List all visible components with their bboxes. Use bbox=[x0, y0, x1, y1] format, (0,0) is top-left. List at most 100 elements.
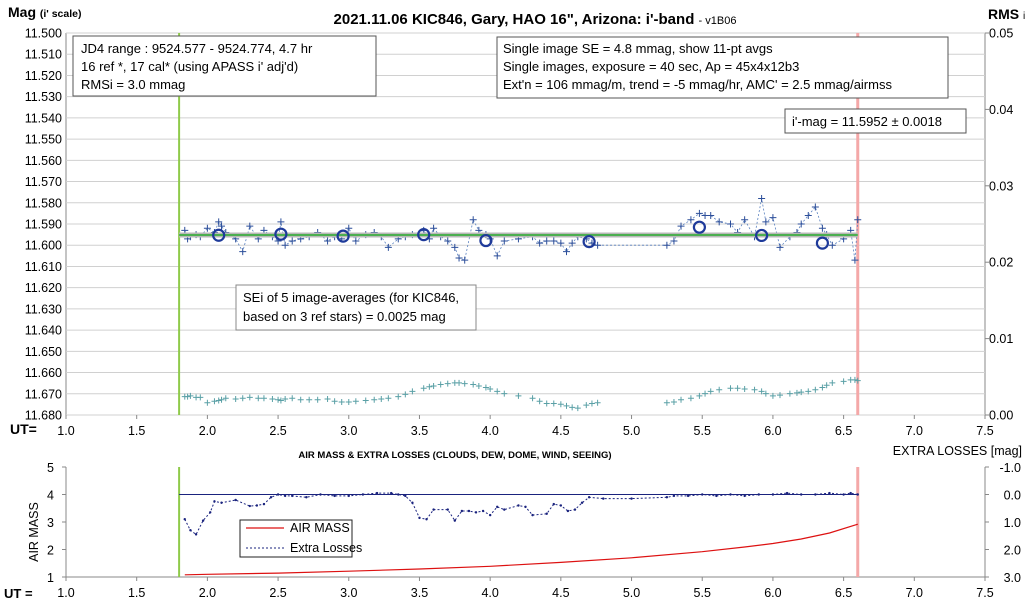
extra-losses-point bbox=[404, 494, 407, 498]
rms-point bbox=[402, 391, 409, 398]
single-image-point bbox=[741, 216, 749, 224]
rms-point bbox=[741, 386, 748, 393]
single-image-point bbox=[430, 224, 438, 232]
extra-losses-point bbox=[545, 512, 548, 515]
extra-losses-point bbox=[496, 505, 499, 509]
rms-point bbox=[776, 392, 783, 399]
extra-losses-point bbox=[849, 491, 852, 495]
extra-losses-point bbox=[453, 519, 457, 522]
rms-point bbox=[461, 380, 468, 387]
rms-point bbox=[409, 388, 416, 395]
rms-point bbox=[218, 396, 225, 403]
extra-losses-point bbox=[602, 497, 605, 500]
y-tick-label: 11.620 bbox=[25, 281, 62, 295]
lower-x-tick-label: 6.5 bbox=[835, 586, 852, 600]
average-point bbox=[417, 228, 431, 242]
average-point bbox=[336, 229, 350, 243]
extra-losses-point bbox=[587, 496, 591, 499]
info-box-exposure: Single image SE = 4.8 mmag, show 11-pt a… bbox=[496, 36, 949, 99]
single-image-point bbox=[758, 195, 766, 203]
extra-losses-point bbox=[517, 504, 520, 507]
single-image-point bbox=[288, 237, 296, 245]
averaged-series bbox=[212, 220, 830, 250]
single-image-point bbox=[218, 222, 226, 230]
rms-point bbox=[187, 392, 194, 399]
ref-stars-text: 16 ref *, 17 cal* (using APASS i' adj'd) bbox=[81, 59, 298, 74]
exposure-text: Single images, exposure = 40 sec, Ap = 4… bbox=[503, 59, 799, 74]
rms-point bbox=[793, 389, 800, 396]
rms-point bbox=[819, 384, 826, 391]
single-image-point bbox=[715, 218, 723, 226]
extra-losses-point bbox=[715, 494, 718, 498]
y-tick-label: 11.560 bbox=[25, 154, 62, 168]
lower-y-tick-label: 1 bbox=[47, 571, 54, 585]
rms-point bbox=[707, 388, 714, 395]
extra-losses-point bbox=[220, 501, 223, 504]
lower-x-tick-label: 2.5 bbox=[269, 586, 286, 600]
x-tick-label: 4.5 bbox=[552, 424, 569, 438]
info-box-sei: SEi of 5 image-averages (for KIC846, bas… bbox=[235, 284, 477, 331]
extra-losses-point bbox=[262, 502, 266, 506]
x-tick-label: 5.5 bbox=[694, 424, 711, 438]
single-image-point bbox=[776, 243, 784, 251]
extra-losses-point bbox=[467, 509, 471, 513]
x-tick-label: 2.5 bbox=[269, 424, 286, 438]
rms-point bbox=[395, 393, 402, 400]
extra-losses-point bbox=[580, 501, 584, 504]
extra-losses-point bbox=[559, 504, 563, 507]
rms-point bbox=[840, 378, 847, 385]
lower-x-tick-label: 7.0 bbox=[906, 586, 923, 600]
rms-point bbox=[324, 395, 331, 402]
rms-point bbox=[222, 395, 229, 402]
x-tick-label: 3.0 bbox=[340, 424, 357, 438]
rms-point bbox=[805, 388, 812, 395]
single-image-point bbox=[384, 243, 392, 251]
single-image-point bbox=[451, 243, 459, 251]
lower-legend: AIR MASS Extra Losses bbox=[239, 519, 362, 558]
single-image-point bbox=[444, 237, 452, 245]
single-image-point bbox=[727, 220, 735, 228]
y-tick-label: 11.660 bbox=[25, 366, 62, 380]
extra-losses-point bbox=[248, 504, 251, 508]
extra-losses-point bbox=[425, 518, 428, 521]
single-image-point bbox=[663, 241, 671, 249]
rms-point bbox=[663, 399, 670, 406]
rms-point bbox=[536, 398, 543, 405]
rms-point bbox=[851, 376, 858, 383]
rms-point bbox=[812, 386, 819, 393]
single-image-point bbox=[594, 241, 602, 249]
y-tick-label: 11.510 bbox=[25, 48, 62, 62]
lower-y2-axis-label: EXTRA LOSSES [mag] bbox=[893, 444, 1022, 458]
lower-x-tick-label: 3.5 bbox=[411, 586, 428, 600]
single-image-point bbox=[707, 212, 715, 220]
single-image-point bbox=[215, 218, 223, 226]
extra-losses-point bbox=[856, 493, 859, 496]
lower-x-tick-label: 4.5 bbox=[552, 586, 569, 600]
single-image-point bbox=[324, 237, 332, 245]
lower-x-tick-label: 1.5 bbox=[128, 586, 145, 600]
rms-point bbox=[215, 397, 222, 404]
single-image-point bbox=[851, 256, 859, 264]
single-image-point bbox=[797, 220, 805, 228]
single-image-point bbox=[461, 256, 469, 264]
rms-point bbox=[574, 405, 581, 412]
rms-point bbox=[501, 390, 508, 397]
lower-y-tick-label: 5 bbox=[47, 461, 54, 475]
y-tick-label: 11.530 bbox=[25, 90, 62, 104]
single-image-point bbox=[677, 222, 685, 230]
x-tick-label: 2.0 bbox=[199, 424, 216, 438]
average-point bbox=[479, 233, 493, 248]
x-tick-label: 7.0 bbox=[906, 424, 923, 438]
rms-point bbox=[569, 404, 576, 411]
extra-losses-point bbox=[800, 493, 803, 496]
x-tick-label: 5.0 bbox=[623, 424, 640, 438]
lower-series bbox=[179, 491, 859, 576]
upper-x-tick-labels: 1.0 1.5 2.0 2.5 3.0 3.5 4.0 4.5 5.0 5.5 6.0 6.5 7.0 7… bbox=[57, 415, 994, 438]
single-image-point bbox=[854, 216, 862, 224]
average-point bbox=[815, 236, 830, 250]
rms-point bbox=[314, 396, 321, 403]
extra-losses-point bbox=[757, 493, 760, 496]
single-image-point bbox=[563, 248, 571, 256]
y-tick-label: 11.570 bbox=[25, 175, 62, 189]
